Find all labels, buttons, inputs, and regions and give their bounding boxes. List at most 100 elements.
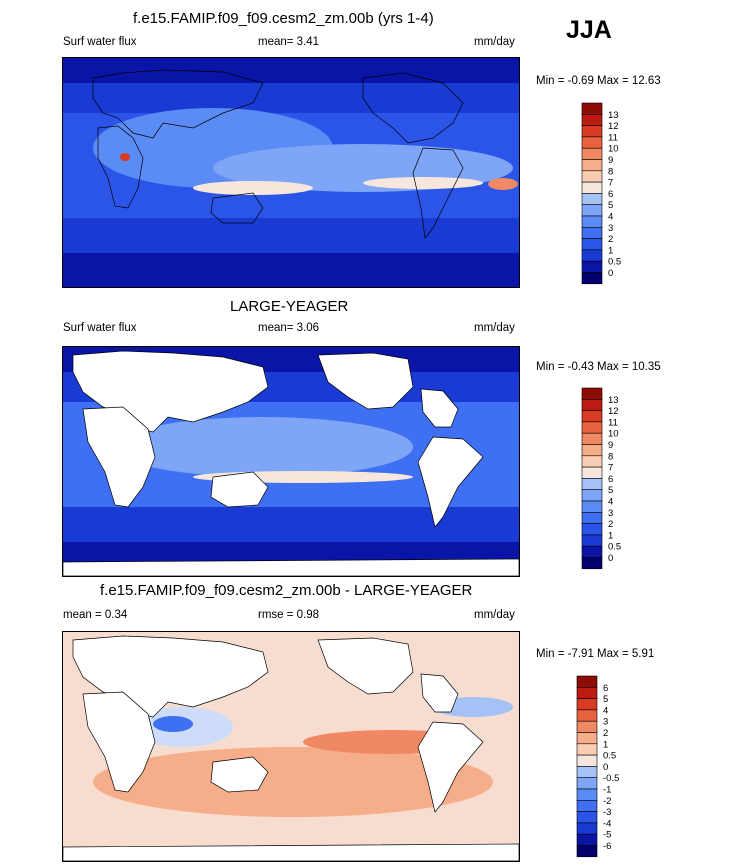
colorbar-box	[581, 249, 603, 262]
colorbar-tick-label: 0	[608, 553, 613, 564]
colorbar-box	[581, 387, 603, 400]
panel-1-title: f.e15.FAMIP.f09_f09.cesm2_zm.00b (yrs 1-…	[133, 10, 434, 27]
colorbar-tick-label: 0	[608, 268, 613, 279]
panel-3-colorbar: 6 5 4 3 2 1 0.5 0 -0.5 -1 -2 -3 -4 -5 -6	[576, 675, 637, 858]
panel-1-region-south-indian	[193, 181, 313, 195]
colorbar-box	[581, 114, 603, 126]
colorbar-box	[581, 455, 603, 468]
colorbar-box	[581, 557, 603, 570]
colorbar-tick-label: 9	[608, 155, 613, 166]
colorbar-tick-label: 4	[608, 497, 613, 508]
colorbar-tick-label: 12	[608, 406, 619, 417]
colorbar-box	[581, 102, 603, 115]
colorbar-tick-label: -4	[603, 818, 611, 829]
colorbar-box	[581, 260, 603, 273]
colorbar-tick-label: 7	[608, 178, 613, 189]
colorbar-box	[581, 272, 603, 285]
colorbar-tick-label: 11	[608, 132, 618, 143]
colorbar-box	[576, 720, 598, 733]
colorbar-tick-label: 3	[608, 508, 613, 519]
colorbar-tick-label: 7	[608, 463, 613, 474]
panel-3-rmse-label: rmse = 0.98	[258, 609, 320, 621]
colorbar-box	[581, 534, 603, 547]
colorbar-box	[581, 136, 603, 149]
colorbar-box	[576, 845, 598, 858]
panel-1-region-arabian-max	[120, 153, 130, 161]
colorbar-tick-label: 5	[608, 200, 613, 211]
colorbar-box	[581, 523, 603, 536]
colorbar-tick-label: 2	[603, 728, 608, 739]
colorbar-tick-label: 2	[608, 234, 613, 245]
colorbar-tick-label: 5	[608, 485, 613, 496]
panel-2-colorbar: 13 12 11 10 9 8 7 6 5 4 3 2 1 0.5 0	[581, 387, 642, 570]
colorbar-box	[576, 743, 598, 756]
colorbar-box	[581, 500, 603, 513]
colorbar-box	[581, 466, 603, 479]
colorbar-box	[581, 193, 603, 206]
colorbar-box	[581, 545, 603, 558]
colorbar-box	[576, 698, 598, 711]
colorbar-box	[581, 512, 603, 524]
panel-1-map	[62, 57, 520, 288]
colorbar-box	[576, 833, 598, 846]
colorbar-tick-label: 3	[603, 717, 608, 728]
colorbar-tick-label: 6	[603, 683, 608, 694]
colorbar-tick-label: 13	[608, 395, 619, 406]
colorbar-box	[576, 732, 598, 745]
panel-1-colorbar: 13 12 11 10 9 8 7 6 5 4 3 2 1 0.5 0	[581, 102, 642, 285]
colorbar-tick-label: 2	[608, 519, 613, 530]
colorbar-tick-label: 10	[608, 429, 619, 440]
colorbar-tick-label: -6	[603, 841, 611, 852]
colorbar-tick-label: 9	[608, 440, 613, 451]
panel-3-region-southern-positive	[93, 747, 493, 817]
colorbar-box	[581, 147, 603, 160]
panel-1-region-south-pacific	[363, 177, 483, 189]
colorbar-box	[576, 822, 598, 835]
panel-2-map-svg	[63, 347, 519, 576]
colorbar-box	[576, 777, 598, 790]
panel-1-map-svg	[63, 58, 519, 287]
colorbar-tick-label: 11	[608, 417, 618, 428]
panel-2-region-indopacific	[113, 417, 413, 477]
colorbar-box	[581, 125, 603, 138]
colorbar-tick-label: 13	[608, 110, 619, 121]
panel-3-map	[62, 631, 520, 862]
colorbar-tick-label: 0	[603, 762, 608, 773]
colorbar-box	[581, 215, 603, 228]
panel-2-title: LARGE-YEAGER	[230, 298, 349, 315]
colorbar-box	[581, 227, 603, 239]
colorbar-box	[576, 766, 598, 779]
colorbar-box	[576, 687, 598, 699]
colorbar-box	[576, 709, 598, 722]
colorbar-tick-label: 12	[608, 121, 619, 132]
colorbar-box	[581, 410, 603, 423]
colorbar-tick-label: -5	[603, 830, 611, 841]
colorbar-tick-label: 10	[608, 144, 619, 155]
colorbar-box	[581, 421, 603, 434]
colorbar-tick-label: 1	[608, 530, 613, 541]
colorbar-box	[581, 489, 603, 502]
colorbar-tick-label: -0.5	[603, 773, 619, 784]
panel-2-land	[63, 350, 519, 576]
panel-3-title: f.e15.FAMIP.f09_f09.cesm2_zm.00b - LARGE…	[100, 582, 473, 599]
panel-2-map	[62, 346, 520, 577]
colorbar-tick-label: 8	[608, 166, 613, 177]
colorbar-tick-label: -1	[603, 785, 611, 796]
panel-1-units-label: mm/day	[474, 36, 515, 48]
colorbar-box	[581, 478, 603, 491]
colorbar-box	[576, 754, 598, 767]
colorbar-tick-label: -3	[603, 807, 611, 818]
colorbar-tick-label: -2	[603, 796, 611, 807]
panel-2-variable-label: Surf water flux	[63, 322, 137, 334]
colorbar-tick-label: 0.5	[603, 751, 616, 762]
colorbar-box	[576, 675, 598, 688]
colorbar-box	[581, 159, 603, 172]
panel-3-units-label: mm/day	[474, 609, 515, 621]
panel-1-variable-label: Surf water flux	[63, 36, 137, 48]
colorbar-tick-label: 5	[603, 694, 608, 705]
colorbar-box	[581, 238, 603, 251]
colorbar-tick-label: 0.5	[608, 257, 621, 268]
